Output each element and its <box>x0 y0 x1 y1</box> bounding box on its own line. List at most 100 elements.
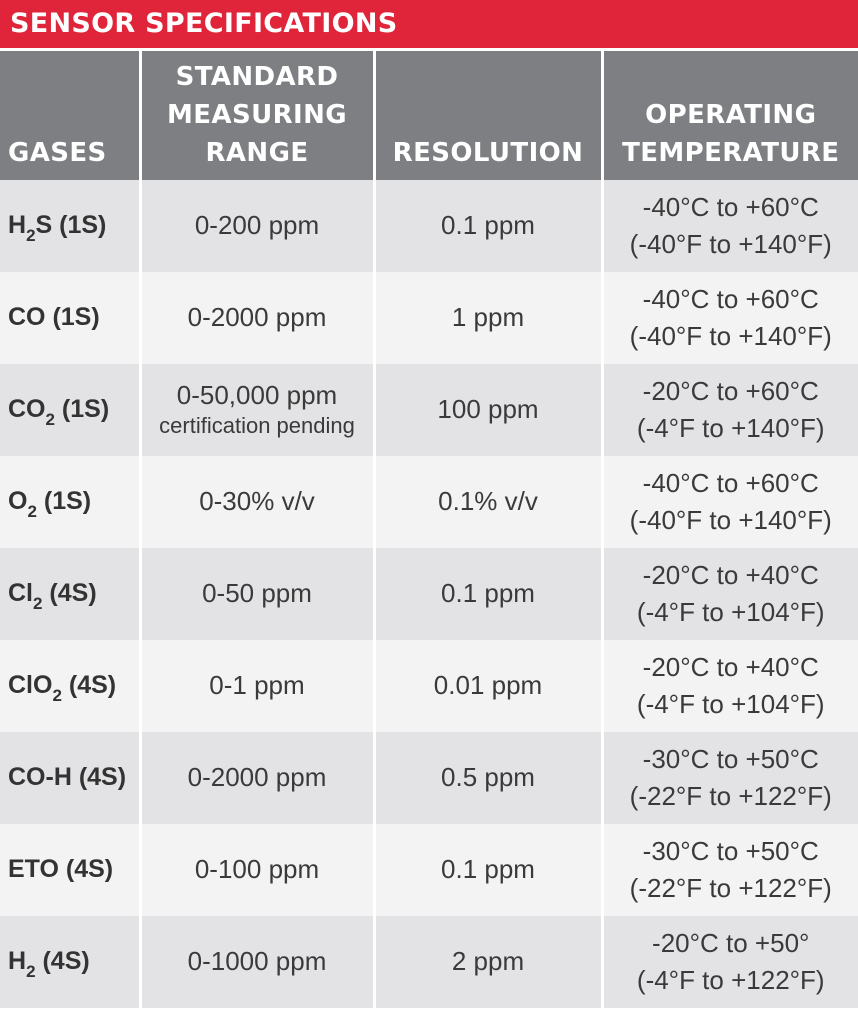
header-range-line: RANGE <box>205 137 309 168</box>
range-value: 0-1000 ppm <box>187 946 327 976</box>
range-note: certification pending <box>159 413 355 438</box>
gas-suffix: (4S) <box>35 947 90 975</box>
header-gases: GASES <box>0 49 140 180</box>
cell-gas: Cl2 (4S) <box>0 547 140 640</box>
cell-resolution: 0.5 ppm <box>372 731 602 824</box>
temp-celsius: -30°C to +50°C <box>642 743 819 774</box>
cell-resolution: 0.1 ppm <box>372 547 602 640</box>
cell-gas: CO (1S) <box>0 271 140 364</box>
gas-suffix: S (1S) <box>35 211 107 239</box>
range-value: 0-50 ppm <box>202 578 312 608</box>
cell-temperature: -40°C to +60°C (-40°F to +140°F) <box>600 271 858 364</box>
cell-gas: H2 (4S) <box>0 915 140 1008</box>
cell-gas: CO2 (1S) <box>0 363 140 456</box>
gas-name: ETO (4S) <box>8 855 114 883</box>
temp-fahrenheit: (-40°F to +140°F) <box>629 228 832 259</box>
header-temperature-line: TEMPERATURE <box>622 137 840 168</box>
cell-range: 0-50 ppm <box>138 547 374 640</box>
cell-range: 0-50,000 ppm certification pending <box>138 363 374 456</box>
temp-celsius: -20°C to +60°C <box>642 375 819 406</box>
gas-subscript: 2 <box>33 594 43 613</box>
gas-name: O <box>8 487 28 515</box>
range-value: 0-100 ppm <box>194 854 320 884</box>
header-resolution: RESOLUTION <box>372 49 602 180</box>
range-value: 0-200 ppm <box>194 210 320 240</box>
cell-resolution: 100 ppm <box>372 363 602 456</box>
range-value: 0-2000 ppm <box>187 762 327 792</box>
table-row: CO2 (1S) 0-50,000 ppm certification pendin… <box>0 363 858 456</box>
cell-resolution: 0.01 ppm <box>372 639 602 732</box>
section-title: SENSOR SPECIFICATIONS <box>0 0 858 48</box>
gas-subscript: 2 <box>52 686 62 705</box>
temp-celsius: -40°C to +60°C <box>642 191 819 222</box>
sensor-spec-table: GASES STANDARD MEASURING RANGE RESOLUTIO… <box>0 48 858 1008</box>
cell-gas: H2S (1S) <box>0 179 140 272</box>
cell-range: 0-1000 ppm <box>138 915 374 1008</box>
gas-subscript: 2 <box>45 410 55 429</box>
temp-fahrenheit: (-22°F to +122°F) <box>629 872 832 903</box>
table-row: ClO2 (4S) 0-1 ppm 0.01 ppm -20°C to +40°C (-… <box>0 639 858 732</box>
cell-range: 0-100 ppm <box>138 823 374 916</box>
cell-resolution: 2 ppm <box>372 915 602 1008</box>
temp-celsius: -30°C to +50°C <box>642 835 819 866</box>
table-row: O2 (1S) 0-30% v/v 0.1% v/v -40°C to +60°C (-… <box>0 455 858 548</box>
cell-range: 0-1 ppm <box>138 639 374 732</box>
gas-name: CO-H (4S) <box>8 763 127 791</box>
range-value: 0-2000 ppm <box>187 302 327 332</box>
temp-celsius: -20°C to +50° <box>652 927 810 958</box>
temp-celsius: -40°C to +60°C <box>642 467 819 498</box>
table-row: CO (1S) 0-2000 ppm 1 ppm -40°C to +60°C (-40… <box>0 271 858 364</box>
table-row: ETO (4S) 0-100 ppm 0.1 ppm -30°C to +50°C (-… <box>0 823 858 916</box>
gas-subscript: 2 <box>26 226 36 245</box>
cell-temperature: -20°C to +40°C (-4°F to +104°F) <box>600 639 858 732</box>
temp-celsius: -40°C to +60°C <box>642 283 819 314</box>
cell-temperature: -40°C to +60°C (-40°F to +140°F) <box>600 455 858 548</box>
cell-temperature: -30°C to +50°C (-22°F to +122°F) <box>600 731 858 824</box>
gas-name: H <box>8 947 27 975</box>
cell-range: 0-2000 ppm <box>138 731 374 824</box>
temp-fahrenheit: (-4°F to +122°F) <box>636 964 825 995</box>
cell-resolution: 1 ppm <box>372 271 602 364</box>
temp-fahrenheit: (-40°F to +140°F) <box>629 504 832 535</box>
cell-temperature: -30°C to +50°C (-22°F to +122°F) <box>600 823 858 916</box>
cell-gas: O2 (1S) <box>0 455 140 548</box>
gas-name: Cl <box>8 579 33 607</box>
cell-resolution: 0.1 ppm <box>372 823 602 916</box>
gas-name: CO <box>8 395 46 423</box>
gas-name: CO (1S) <box>8 303 100 331</box>
gas-subscript: 2 <box>26 962 36 981</box>
table-row: H2S (1S) 0-200 ppm 0.1 ppm -40°C to +60°C (-… <box>0 179 858 272</box>
gas-suffix: (4S) <box>61 671 117 699</box>
range-value: 0-30% v/v <box>199 486 315 516</box>
gas-name: H <box>8 211 27 239</box>
gas-suffix: (1S) <box>54 395 110 423</box>
range-value: 0-50,000 ppm <box>176 380 338 410</box>
gas-suffix: (1S) <box>36 487 92 515</box>
cell-temperature: -20°C to +50° (-4°F to +122°F) <box>600 915 858 1008</box>
cell-range: 0-30% v/v <box>138 455 374 548</box>
temp-celsius: -20°C to +40°C <box>642 651 819 682</box>
cell-range: 0-200 ppm <box>138 179 374 272</box>
table-row: CO-H (4S) 0-2000 ppm 0.5 ppm -30°C to +50°C… <box>0 731 858 824</box>
cell-gas: ETO (4S) <box>0 823 140 916</box>
cell-resolution: 0.1 ppm <box>372 179 602 272</box>
range-value: 0-1 ppm <box>209 670 305 700</box>
header-temperature: OPERATING TEMPERATURE <box>600 49 858 180</box>
cell-range: 0-2000 ppm <box>138 271 374 364</box>
gas-subscript: 2 <box>27 502 37 521</box>
header-range-line: MEASURING <box>167 99 347 130</box>
temp-celsius: -20°C to +40°C <box>642 559 819 590</box>
gas-name: ClO <box>8 671 53 699</box>
header-range-line: STANDARD <box>175 61 339 92</box>
temp-fahrenheit: (-4°F to +104°F) <box>636 688 825 719</box>
table-row: H2 (4S) 0-1000 ppm 2 ppm -20°C to +50° (-4°F… <box>0 915 858 1008</box>
header-temperature-line: OPERATING <box>645 99 817 130</box>
temp-fahrenheit: (-4°F to +140°F) <box>636 412 825 443</box>
header-range: STANDARD MEASURING RANGE <box>138 49 374 180</box>
cell-gas: CO-H (4S) <box>0 731 140 824</box>
cell-temperature: -20°C to +40°C (-4°F to +104°F) <box>600 547 858 640</box>
cell-temperature: -40°C to +60°C (-40°F to +140°F) <box>600 179 858 272</box>
temp-fahrenheit: (-4°F to +104°F) <box>636 596 825 627</box>
gas-suffix: (4S) <box>42 579 97 607</box>
cell-temperature: -20°C to +60°C (-4°F to +140°F) <box>600 363 858 456</box>
